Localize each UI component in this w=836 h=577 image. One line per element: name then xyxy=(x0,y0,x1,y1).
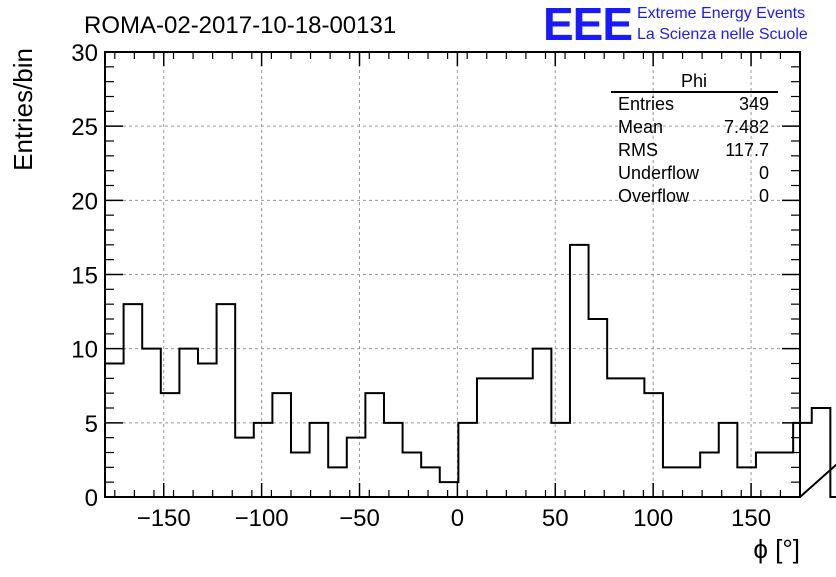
plot-frame xyxy=(104,51,801,498)
stats-row-value: 349 xyxy=(739,94,769,114)
stats-row-value: 0 xyxy=(759,163,769,183)
histogram-bin xyxy=(347,438,366,497)
x-tick-label: −100 xyxy=(235,505,289,532)
logo-text: EEE xyxy=(543,0,632,50)
histogram-bin xyxy=(607,378,626,497)
histogram-bin xyxy=(365,393,384,497)
stats-rows: Entries 349 Mean 7.482 RMS 117.7 Underflow 0 Ove… xyxy=(618,94,769,206)
stats-row-label: Entries xyxy=(618,94,674,114)
histogram-bin xyxy=(756,453,775,498)
histogram-bin xyxy=(235,438,254,497)
y-tick-label: 15 xyxy=(71,263,98,290)
x-tick-label: 100 xyxy=(633,505,673,532)
histogram-bin xyxy=(161,393,180,497)
histogram-bin xyxy=(421,467,440,497)
x-tick-label: 150 xyxy=(731,505,771,532)
histogram-bin xyxy=(198,364,217,498)
histogram-bin xyxy=(477,378,496,497)
histogram-bin xyxy=(551,423,570,497)
logo-line-1: Extreme Energy Events xyxy=(637,5,805,22)
histogram-bin xyxy=(775,453,794,498)
stats-row-value: 117.7 xyxy=(725,140,769,160)
histogram-bin xyxy=(403,453,422,498)
x-tick-label: −50 xyxy=(339,505,380,532)
histogram-bin xyxy=(105,364,124,498)
histogram-bin xyxy=(737,467,756,497)
histogram-bin xyxy=(310,423,329,497)
tick-labels: −150 −100 −50 0 50 100 150 0 5 10 15 20 25 30 xyxy=(71,40,771,532)
histogram-bin xyxy=(272,393,291,497)
x-axis-label: ϕ [°] xyxy=(753,534,800,564)
x-tick-label: −150 xyxy=(137,505,191,532)
histogram-bin xyxy=(328,467,347,497)
histogram-bin xyxy=(142,349,161,497)
histogram-bins xyxy=(105,245,836,497)
stats-row-label: Mean xyxy=(618,117,663,137)
y-tick-label: 30 xyxy=(71,40,98,67)
y-tick-label: 20 xyxy=(71,188,98,215)
logo-line-2: La Scienza nelle Scuole xyxy=(637,26,808,43)
histogram-bin xyxy=(570,245,589,497)
x-tick-label: 0 xyxy=(451,505,464,532)
histogram-bin xyxy=(291,453,310,498)
histogram-bin xyxy=(626,378,645,497)
stats-title: Phi xyxy=(681,71,707,91)
histogram-bin xyxy=(682,467,701,497)
stats-row-label: RMS xyxy=(618,140,658,160)
histogram-bin xyxy=(514,378,533,497)
chart-title: ROMA-02-2017-10-18-00131 xyxy=(84,12,396,39)
y-tick-label: 25 xyxy=(71,114,98,141)
x-tick-label: 50 xyxy=(542,505,569,532)
stats-row-value: 0 xyxy=(759,186,769,206)
histogram-bin xyxy=(589,319,608,497)
stats-box: Phi Entries 349 Mean 7.482 RMS 117.7 Underflow… xyxy=(611,71,778,206)
stats-row-label: Overflow xyxy=(618,186,690,206)
y-tick-label: 0 xyxy=(85,485,98,512)
histogram-bin xyxy=(384,423,403,497)
histogram-bin xyxy=(496,378,515,497)
stats-row-value: 7.482 xyxy=(724,117,769,137)
y-tick-label: 5 xyxy=(85,411,98,438)
histogram-bin xyxy=(254,423,273,497)
histogram-bin xyxy=(440,482,459,497)
histogram-bin xyxy=(217,304,236,497)
histogram-bin xyxy=(700,453,719,498)
histogram-bin xyxy=(179,349,198,497)
stats-row-label: Underflow xyxy=(618,163,700,183)
histogram-bin xyxy=(719,423,738,497)
histogram-outline xyxy=(104,243,836,498)
histogram-bin xyxy=(458,423,477,497)
axis-ticks xyxy=(105,51,801,498)
histogram-bin xyxy=(793,423,812,497)
y-tick-label: 10 xyxy=(71,337,98,364)
histogram-bin xyxy=(663,467,682,497)
histogram-bin xyxy=(124,304,143,497)
histogram-bin xyxy=(533,349,552,497)
histogram-bin xyxy=(644,393,663,497)
eee-logo: EEE Extreme Energy Events La Scienza nel… xyxy=(543,0,808,50)
y-axis-label: Entries/bin xyxy=(8,48,38,171)
